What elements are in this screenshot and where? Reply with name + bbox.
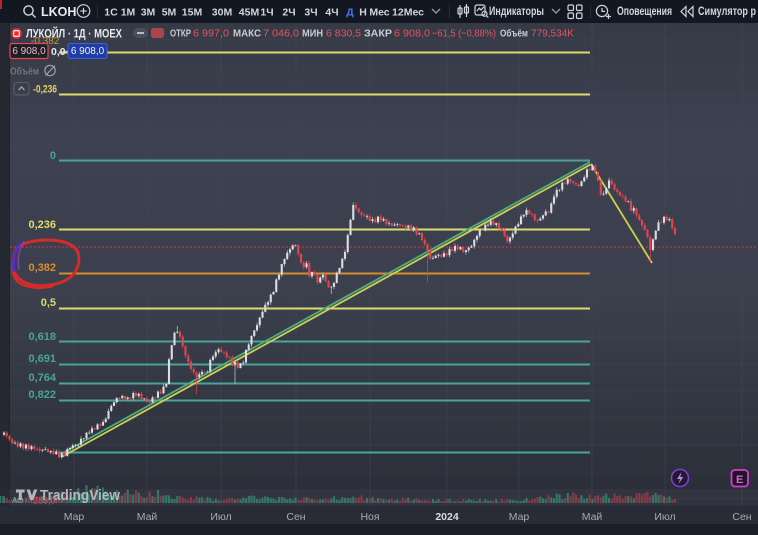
svg-text:E: E xyxy=(736,474,743,486)
svg-text:0,691: 0,691 xyxy=(28,353,56,365)
svg-text:Оповещения: Оповещения xyxy=(617,6,672,18)
svg-text:779,534K: 779,534K xyxy=(531,28,574,40)
svg-text:15М: 15М xyxy=(182,7,203,19)
svg-text:-0,382: -0,382 xyxy=(31,36,60,47)
svg-text:1Ч: 1Ч xyxy=(260,7,273,19)
svg-text:0,764: 0,764 xyxy=(28,372,56,384)
svg-text:LKOH: LKOH xyxy=(41,5,76,19)
svg-text:0,382: 0,382 xyxy=(28,262,56,274)
svg-text:45М: 45М xyxy=(239,7,260,19)
svg-text:6 908,0: 6 908,0 xyxy=(12,46,46,57)
svg-text:ОТКР: ОТКР xyxy=(170,28,191,40)
svg-text:6 908,0: 6 908,0 xyxy=(394,28,430,40)
svg-text:Симулятор р: Симулятор р xyxy=(698,6,756,18)
svg-text:0,822: 0,822 xyxy=(28,389,56,401)
svg-text:1М: 1М xyxy=(121,7,136,19)
svg-text:Мар: Мар xyxy=(64,511,85,523)
svg-text:1С: 1С xyxy=(104,7,118,19)
svg-text:3М: 3М xyxy=(141,7,156,19)
svg-text:4Ч: 4Ч xyxy=(325,7,338,19)
svg-text:6 908,0: 6 908,0 xyxy=(71,46,105,57)
svg-text:6 830,5: 6 830,5 xyxy=(326,28,361,40)
svg-text:Сен: Сен xyxy=(732,511,751,523)
svg-text:0,618: 0,618 xyxy=(28,331,56,343)
svg-text:7 046,0: 7 046,0 xyxy=(263,28,299,40)
svg-text:TradingView: TradingView xyxy=(40,488,121,504)
svg-text:Мес: Мес xyxy=(369,7,389,19)
svg-text:0,5: 0,5 xyxy=(41,297,56,309)
svg-text:12Мес: 12Мес xyxy=(392,7,424,19)
svg-text:5М: 5М xyxy=(162,7,177,19)
svg-text:Д: Д xyxy=(346,7,354,19)
svg-text:Объём: Объём xyxy=(500,28,528,40)
svg-text:2024: 2024 xyxy=(435,511,459,523)
svg-text:АО: АО xyxy=(12,496,23,505)
svg-text:Мар: Мар xyxy=(509,511,530,523)
svg-text:ЗАКР: ЗАКР xyxy=(364,28,392,40)
svg-text:0: 0 xyxy=(50,150,56,162)
svg-text:··283,0···: ··283,0··· xyxy=(27,496,65,506)
svg-text:Н: Н xyxy=(359,7,367,19)
svg-text:−61,5 (−0,88%): −61,5 (−0,88%) xyxy=(432,28,496,40)
svg-text:0,236: 0,236 xyxy=(28,219,56,231)
svg-text:-0,236: -0,236 xyxy=(33,84,57,96)
svg-text:30М: 30М xyxy=(212,7,233,19)
svg-text:3Ч: 3Ч xyxy=(304,7,317,19)
svg-text:2Ч: 2Ч xyxy=(282,7,295,19)
svg-text:Сен: Сен xyxy=(286,511,305,523)
svg-text:МИН: МИН xyxy=(302,28,323,40)
svg-text:Объём: Объём xyxy=(10,66,39,78)
svg-text:МАКС: МАКС xyxy=(233,28,261,40)
svg-text:Май: Май xyxy=(582,511,603,523)
svg-text:Июл: Июл xyxy=(654,511,675,523)
svg-text:Июл: Июл xyxy=(210,511,231,523)
svg-text:ЛУКОЙЛ · 1Д · MOEX: ЛУКОЙЛ · 1Д · MOEX xyxy=(26,26,122,41)
svg-text:Индикаторы: Индикаторы xyxy=(489,6,544,18)
svg-text:Май: Май xyxy=(137,511,158,523)
svg-text:0,0: 0,0 xyxy=(51,46,66,58)
svg-text:6 997,0: 6 997,0 xyxy=(193,28,229,40)
svg-text:Ноя: Ноя xyxy=(360,511,379,523)
